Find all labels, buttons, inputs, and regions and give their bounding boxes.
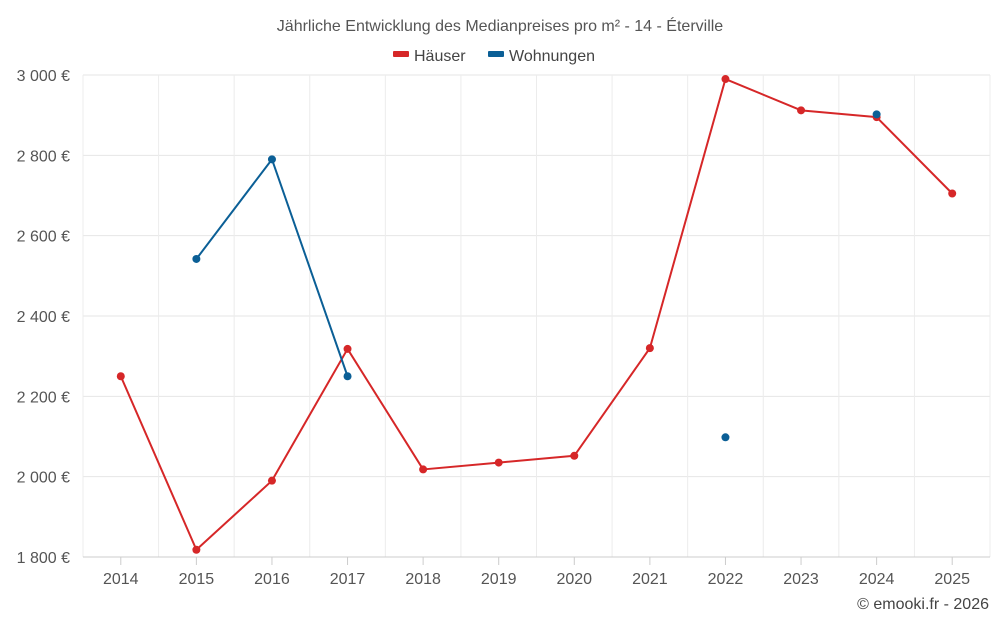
x-tick-label: 2021 [632, 571, 668, 588]
x-axis: 2014 2015 2016 2017 2018 2019 2020 2021 2022 2023… [83, 556, 990, 588]
series-layer [116, 75, 957, 554]
data-point[interactable] [267, 155, 276, 164]
data-point[interactable] [948, 189, 957, 198]
data-point[interactable] [645, 344, 654, 353]
data-point[interactable] [343, 344, 352, 353]
x-tick-label: 2016 [254, 571, 290, 588]
x-tick-label: 2024 [859, 571, 895, 588]
legend-label-haeuser: Häuser [414, 48, 466, 65]
legend-item-haeuser[interactable]: Häuser [393, 48, 466, 65]
data-point[interactable] [872, 110, 881, 119]
series-line [195, 158, 349, 377]
data-point[interactable] [570, 451, 579, 460]
x-tick-label: 2025 [934, 571, 970, 588]
data-point[interactable] [267, 476, 276, 485]
data-point[interactable] [419, 465, 428, 474]
y-tick-label: 2 200 € [17, 389, 70, 406]
x-tick-label: 2022 [708, 571, 744, 588]
y-tick-label: 2 000 € [17, 470, 70, 487]
data-point[interactable] [494, 458, 503, 467]
x-tick-label: 2018 [405, 571, 441, 588]
y-tick-label: 2 600 € [17, 229, 70, 246]
x-tick-label: 2017 [330, 571, 366, 588]
grid [82, 74, 991, 558]
data-point[interactable] [343, 372, 352, 381]
legend: Häuser Wohnungen [393, 48, 595, 65]
y-tick-label: 2 800 € [17, 148, 70, 165]
legend-swatch-haeuser [393, 51, 409, 57]
data-point[interactable] [192, 545, 201, 554]
data-point[interactable] [721, 75, 730, 84]
y-tick-label: 2 400 € [17, 309, 70, 326]
x-tick-label: 2020 [556, 571, 592, 588]
data-point[interactable] [192, 254, 201, 263]
x-tick-label: 2023 [783, 571, 819, 588]
y-axis: 1 800 € 2 000 € 2 200 € 2 400 € 2 600 € 2 800… [17, 68, 70, 567]
data-point[interactable] [116, 372, 125, 381]
x-tick-label: 2015 [179, 571, 215, 588]
x-tick-label: 2019 [481, 571, 517, 588]
x-tick-label: 2014 [103, 571, 139, 588]
data-point[interactable] [721, 433, 730, 442]
legend-swatch-wohnungen [488, 51, 504, 57]
legend-item-wohnungen[interactable]: Wohnungen [488, 48, 595, 65]
series-1 [192, 110, 881, 442]
y-tick-label: 1 800 € [17, 550, 70, 567]
series-line [119, 78, 953, 551]
y-tick-label: 3 000 € [17, 68, 70, 85]
chart-title: Jährliche Entwicklung des Medianpreises … [277, 16, 724, 35]
data-point[interactable] [797, 106, 806, 115]
series-0 [116, 75, 957, 554]
legend-label-wohnungen: Wohnungen [509, 48, 595, 65]
credit-text: © emooki.fr - 2026 [857, 596, 989, 613]
